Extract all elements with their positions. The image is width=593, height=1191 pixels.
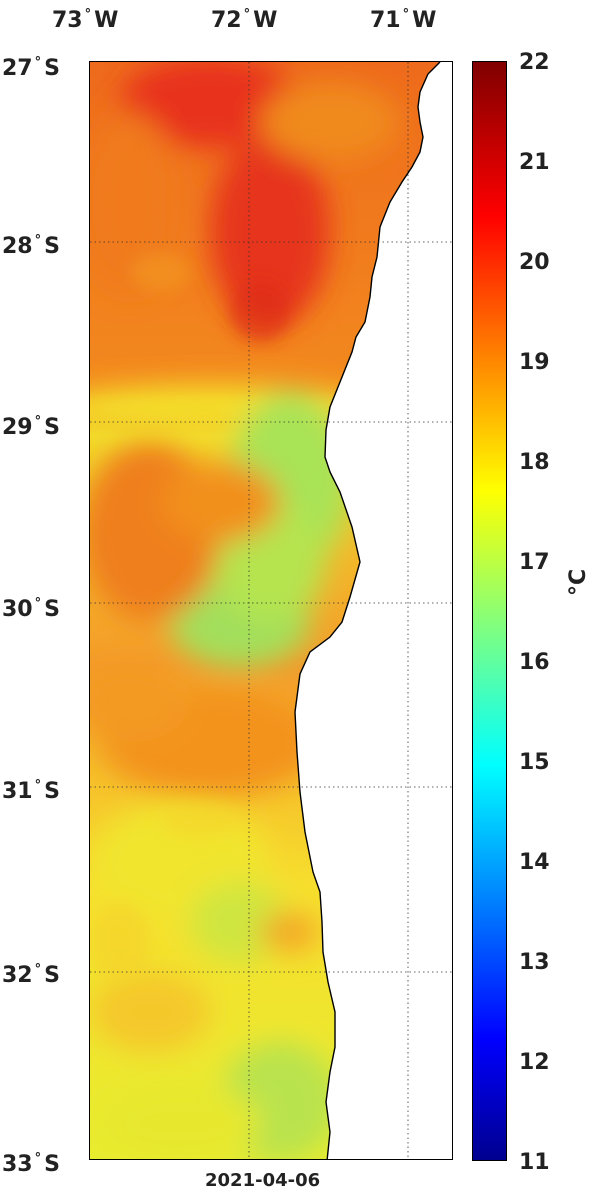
lat-label-27s: 27 ° S bbox=[2, 55, 60, 81]
lat-label-33s: 33 ° S bbox=[2, 1151, 60, 1177]
colorbar-tick-12: 12 bbox=[519, 1050, 550, 1075]
colorbar-tick-14: 14 bbox=[519, 850, 550, 875]
lat-label-30s: 30 ° S bbox=[2, 596, 60, 622]
colorbar-tick-18: 18 bbox=[519, 450, 550, 475]
sst-map-svg bbox=[90, 62, 452, 1159]
colorbar-tick-11: 11 bbox=[519, 1150, 550, 1175]
coastline bbox=[294, 62, 441, 1159]
map-date: 2021-04-06 bbox=[205, 1170, 321, 1191]
colorbar-unit: °C bbox=[566, 568, 591, 596]
colorbar-tick-20: 20 bbox=[519, 250, 550, 275]
ocean-sst-field bbox=[90, 62, 440, 1159]
colorbar-tick-19: 19 bbox=[519, 350, 550, 375]
lon-label-72w: 72 ° W bbox=[211, 7, 278, 33]
graticule bbox=[90, 62, 452, 1159]
sst-map[interactable] bbox=[89, 61, 453, 1160]
colorbar-tick-13: 13 bbox=[519, 950, 550, 975]
colorbar-tick-16: 16 bbox=[519, 650, 550, 675]
lat-label-31s: 31 ° S bbox=[2, 778, 60, 804]
lat-label-29s: 29 ° S bbox=[2, 414, 60, 440]
lat-label-32s: 32 ° S bbox=[2, 962, 60, 988]
colorbar-tick-17: 17 bbox=[519, 550, 550, 575]
lon-label-73w: 73 ° W bbox=[52, 7, 119, 33]
colorbar-tick-22: 22 bbox=[519, 50, 550, 75]
colorbar-tick-21: 21 bbox=[519, 150, 550, 175]
colorbar bbox=[472, 61, 507, 1161]
lon-label-71w: 71 ° W bbox=[370, 7, 437, 33]
lat-label-28s: 28 ° S bbox=[2, 233, 60, 259]
colorbar-tick-15: 15 bbox=[519, 750, 550, 775]
